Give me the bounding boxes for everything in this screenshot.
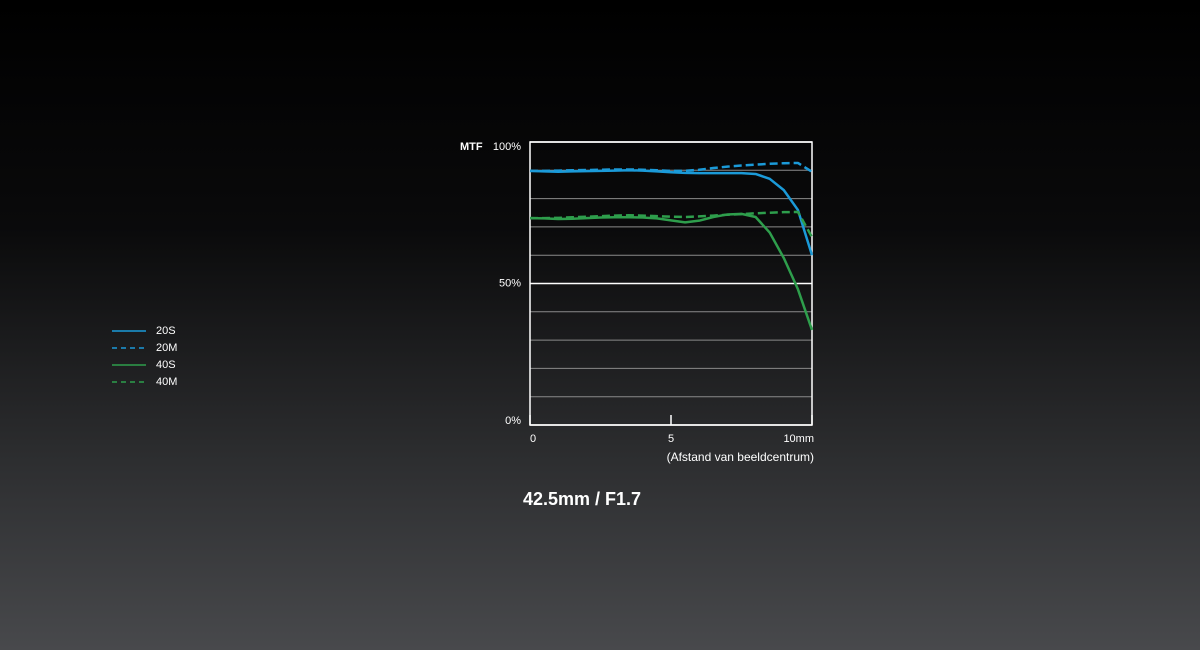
series-line xyxy=(530,210,814,238)
y-axis-label: MTF xyxy=(460,141,483,153)
y-tick-label: 100% xyxy=(493,141,521,153)
series-line xyxy=(529,212,814,331)
x-axis-label: (Afstand van beeldcentrum) xyxy=(667,450,814,464)
legend-label: 20S xyxy=(156,325,176,337)
legend-label: 40S xyxy=(156,359,176,371)
y-tick-label: 0% xyxy=(505,415,521,427)
x-tick-label: 5 xyxy=(668,433,674,445)
series-line xyxy=(530,161,813,173)
legend-label: 40M xyxy=(156,376,177,388)
chart-title: 42.5mm / F1.7 xyxy=(523,489,641,509)
x-tick-label: 10mm xyxy=(783,433,814,445)
series-line xyxy=(529,169,814,256)
legend-label: 20M xyxy=(156,342,177,354)
x-tick-label: 0 xyxy=(530,433,536,445)
y-tick-label: 50% xyxy=(499,277,521,289)
